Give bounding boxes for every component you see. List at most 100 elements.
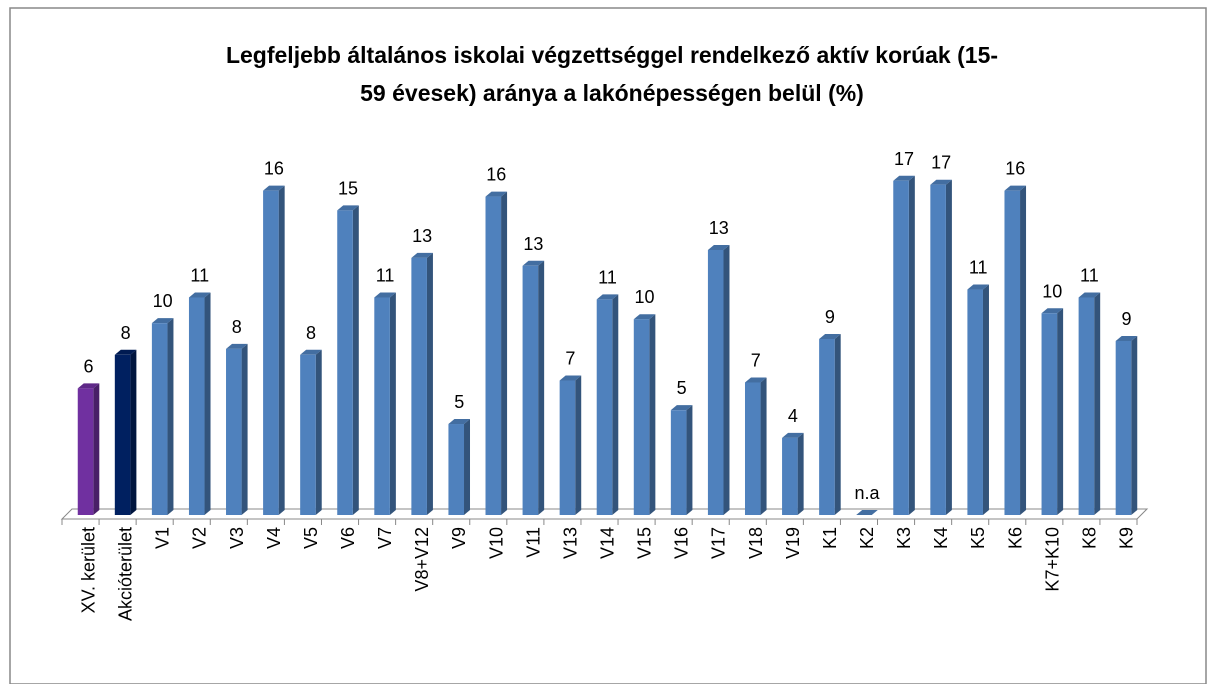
bar-side <box>1131 335 1138 515</box>
bar-side <box>352 205 359 515</box>
bar <box>782 437 798 515</box>
x-tick-label: K8 <box>1079 527 1099 549</box>
bar <box>522 265 539 515</box>
x-tick-label: V6 <box>338 527 358 549</box>
bar-side <box>464 419 471 515</box>
bar <box>1041 313 1058 515</box>
bar-side <box>315 349 322 515</box>
chart-title: 59 évesek) aránya a lakónépességen belül… <box>360 80 864 106</box>
bar-top <box>967 284 989 290</box>
bar <box>1004 190 1021 515</box>
bar-top <box>670 405 693 411</box>
bar-top <box>596 294 619 300</box>
x-tick-label: V3 <box>227 527 247 549</box>
bar-side <box>1057 308 1064 515</box>
bar-top <box>1004 185 1027 191</box>
bar-side <box>389 292 396 515</box>
data-label: n.a <box>854 483 880 503</box>
bar <box>300 354 316 515</box>
bar-top <box>411 252 433 258</box>
bar-side <box>686 405 693 515</box>
x-tick-label: V15 <box>635 527 655 559</box>
data-label: 13 <box>709 218 729 238</box>
x-tick-label: K1 <box>820 527 840 549</box>
bar <box>930 184 946 515</box>
bar-top <box>1078 292 1101 298</box>
axis-floor <box>60 508 1149 520</box>
bar-side <box>1094 292 1101 515</box>
data-label: 5 <box>677 378 687 398</box>
x-tick-label: K2 <box>857 527 877 549</box>
data-label: 10 <box>153 291 173 311</box>
x-tick-label: K7+K10 <box>1042 527 1062 592</box>
bar-side <box>612 294 619 515</box>
bar-side <box>575 375 582 515</box>
data-label: 16 <box>264 159 284 179</box>
data-label: 11 <box>376 265 395 285</box>
bar <box>633 319 650 515</box>
data-label: 5 <box>454 392 464 412</box>
bar-side <box>130 349 137 515</box>
data-label: 13 <box>523 234 543 254</box>
bar-side <box>649 314 656 515</box>
data-label: 16 <box>1005 159 1025 179</box>
bar-top <box>151 318 174 324</box>
bar-top <box>633 314 656 320</box>
data-label: 17 <box>931 153 951 173</box>
bar <box>819 338 835 515</box>
bar-side <box>93 383 100 515</box>
bar-top <box>188 292 211 298</box>
x-tick-label: V2 <box>190 527 210 549</box>
data-label: 11 <box>190 265 209 285</box>
x-tick-label: V17 <box>709 527 729 559</box>
bar <box>670 410 687 515</box>
bar <box>151 323 168 515</box>
bar-top <box>893 175 915 181</box>
bar-top <box>707 244 730 250</box>
bar-top <box>744 377 767 383</box>
bar-side <box>797 432 804 515</box>
bar-top <box>819 333 841 339</box>
bar-top <box>1115 335 1138 341</box>
x-tick-label: V18 <box>746 527 766 559</box>
x-tick-label: V4 <box>264 527 284 549</box>
bar-top <box>226 343 248 349</box>
data-label: 7 <box>751 350 761 370</box>
bar <box>1078 297 1095 515</box>
x-tick-label: K3 <box>894 527 914 549</box>
data-label: 17 <box>894 149 914 169</box>
bar-side <box>723 244 730 515</box>
bar <box>188 297 205 515</box>
bar-side <box>834 333 841 515</box>
x-tick-label: V14 <box>598 527 618 559</box>
data-label: 11 <box>598 267 617 287</box>
bar <box>448 424 465 515</box>
data-label: 11 <box>969 258 988 278</box>
bar-top <box>114 349 137 355</box>
data-label: 4 <box>788 406 798 426</box>
x-tick-label: V16 <box>672 527 692 559</box>
data-label: 10 <box>1042 281 1062 301</box>
bar-top <box>559 375 582 381</box>
x-tick-label: Akcióterület <box>116 527 136 621</box>
data-label: 9 <box>825 307 835 327</box>
bar-side <box>167 318 174 515</box>
x-tick-label: K6 <box>1005 527 1025 549</box>
data-label: 13 <box>412 226 432 246</box>
chart-title: Legfeljebb általános iskolai végzettségg… <box>226 42 998 68</box>
x-tick-label: V9 <box>449 527 469 549</box>
bar <box>596 299 613 515</box>
x-tick-label: V7 <box>375 527 395 549</box>
x-tick-label: XV. kerület <box>79 527 99 613</box>
bar <box>485 196 502 516</box>
x-tick-label: K5 <box>968 527 988 549</box>
bar-top <box>856 510 878 515</box>
data-label: 9 <box>1121 309 1131 329</box>
x-tick-label: V11 <box>523 527 543 558</box>
bar <box>337 210 353 515</box>
bar-side <box>908 175 915 515</box>
data-label: 10 <box>635 287 655 307</box>
x-tick-label: V5 <box>301 527 321 549</box>
bar-side <box>982 284 989 515</box>
